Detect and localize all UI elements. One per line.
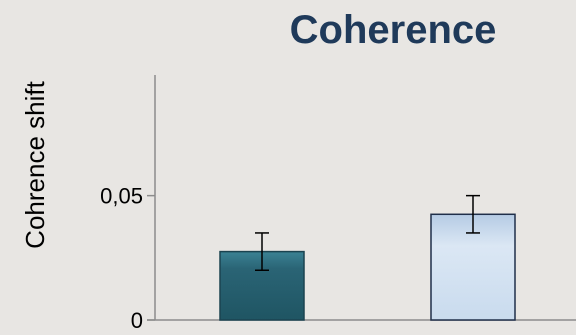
y-axis-label: Cohrence shift <box>20 80 50 248</box>
y-tick-label: 0 <box>131 308 143 333</box>
y-tick-label: 0,05 <box>100 184 143 209</box>
chart-title: Coherence <box>290 8 497 52</box>
